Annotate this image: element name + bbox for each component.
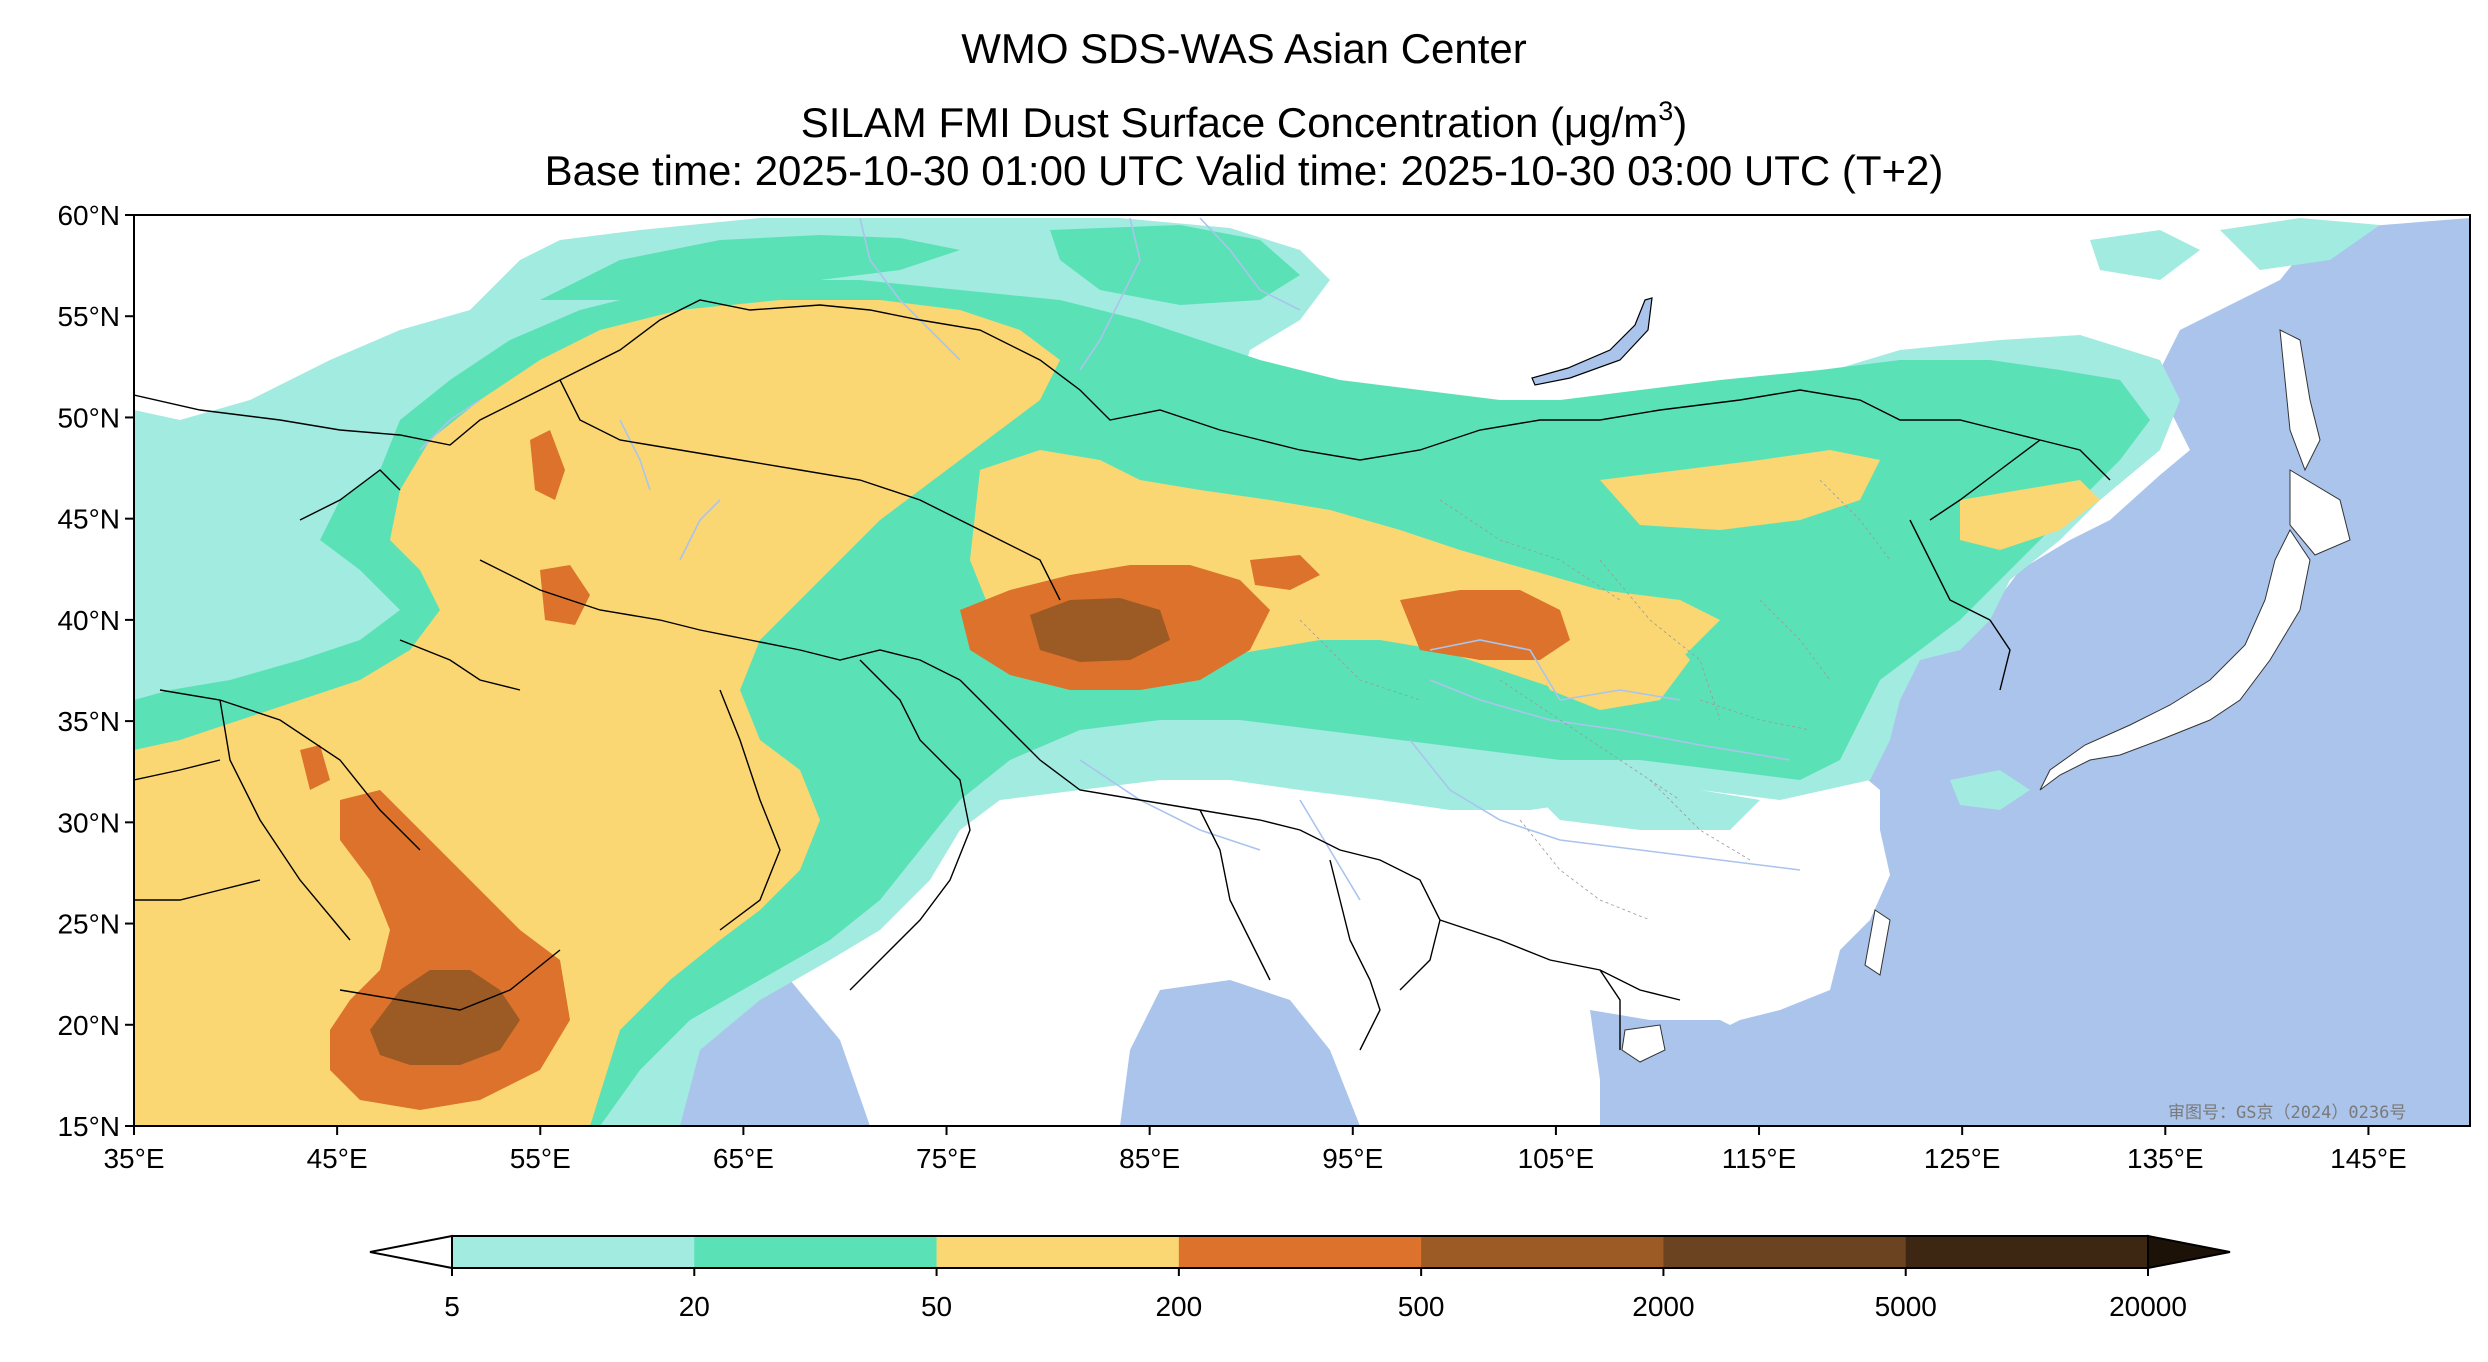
colorbar-level-label: 500 — [1398, 1291, 1445, 1322]
colorbar-swatch — [1905, 1236, 2149, 1268]
colorbar-swatch — [452, 1236, 695, 1268]
title-line-3: Base time: 2025-10-30 01:00 UTC Valid ti… — [544, 147, 1944, 194]
colorbar-level-label: 5 — [444, 1291, 460, 1322]
map-field — [134, 215, 2470, 1126]
colorbar-level-label: 20 — [679, 1291, 710, 1322]
colorbar: 5 20 50 200 500 2000 5000 20000 — [369, 1234, 2231, 1322]
lat-tick-label: 25°N — [57, 909, 120, 940]
colorbar-level-label: 200 — [1155, 1291, 1202, 1322]
japan — [2039, 529, 2311, 791]
lat-tick-label: 35°N — [57, 706, 120, 737]
country-borders — [134, 299, 2111, 1051]
lon-tick-label: 125°E — [1924, 1143, 2001, 1174]
colorbar-extend-high — [2147, 1234, 2231, 1270]
lat-tick-label: 40°N — [57, 605, 120, 636]
south-china-sea — [1590, 1010, 1760, 1126]
lat-tick-label: 15°N — [57, 1111, 120, 1142]
lat-tick-label: 45°N — [57, 504, 120, 535]
lat-tick-label: 20°N — [57, 1010, 120, 1041]
colorbar-swatch — [694, 1236, 938, 1268]
title-line-2: SILAM FMI Dust Surface Concentration (μg… — [800, 96, 1688, 146]
colorbar-level-label: 2000 — [1632, 1291, 1694, 1322]
lon-tick-label: 95°E — [1322, 1143, 1383, 1174]
lon-tick-label: 65°E — [713, 1143, 774, 1174]
colorbar-swatch — [1421, 1236, 1664, 1268]
colorbar-swatch — [936, 1236, 1180, 1268]
lake-baikal — [1531, 297, 1653, 386]
province-borders — [1299, 479, 1891, 921]
colorbar-frame — [451, 1235, 2149, 1269]
hainan — [1621, 1024, 1666, 1063]
lat-tick-label: 60°N — [57, 200, 120, 231]
hokkaido — [2289, 469, 2351, 556]
colorbar-swatch — [1178, 1236, 1422, 1268]
colorbar-level-label: 50 — [921, 1291, 952, 1322]
lon-tick-label: 115°E — [1722, 1143, 1797, 1174]
lon-tick-label: 35°E — [103, 1143, 164, 1174]
latitude-axis: 15°N 20°N 25°N 30°N 35°N 40°N 45°N 50°N 55°N 60°N — [57, 200, 134, 1142]
lon-tick-label: 55°E — [510, 1143, 571, 1174]
colorbar-level-label: 20000 — [2109, 1291, 2187, 1322]
bay-of-bengal — [1120, 980, 1360, 1126]
lat-tick-label: 50°N — [57, 402, 120, 433]
lon-tick-label: 105°E — [1518, 1143, 1595, 1174]
lat-tick-label: 30°N — [57, 807, 120, 838]
colorbar-swatch — [1663, 1236, 1907, 1268]
rivers — [419, 217, 1801, 901]
colorbar-level-label: 5000 — [1875, 1291, 1937, 1322]
lon-tick-label: 75°E — [916, 1143, 977, 1174]
map-approval-watermark: 审图号：GS京（2024）0236号 — [2168, 1103, 2407, 1123]
lon-tick-label: 45°E — [307, 1143, 368, 1174]
dust-level-500-2000 — [370, 598, 1170, 1065]
sakhalin — [2279, 329, 2321, 472]
colorbar-extend-low — [369, 1234, 453, 1270]
lon-tick-label: 85°E — [1119, 1143, 1180, 1174]
lat-tick-label: 55°N — [57, 301, 120, 332]
title-line-1: WMO SDS-WAS Asian Center — [961, 25, 1527, 72]
taiwan — [1864, 909, 1891, 976]
map-frame — [133, 214, 2471, 1127]
lon-tick-label: 145°E — [2330, 1143, 2407, 1174]
longitude-axis: 35°E 45°E 55°E 65°E 75°E 85°E 95°E 105°E 115°E 12… — [103, 1126, 2407, 1174]
lon-tick-label: 135°E — [2127, 1143, 2204, 1174]
